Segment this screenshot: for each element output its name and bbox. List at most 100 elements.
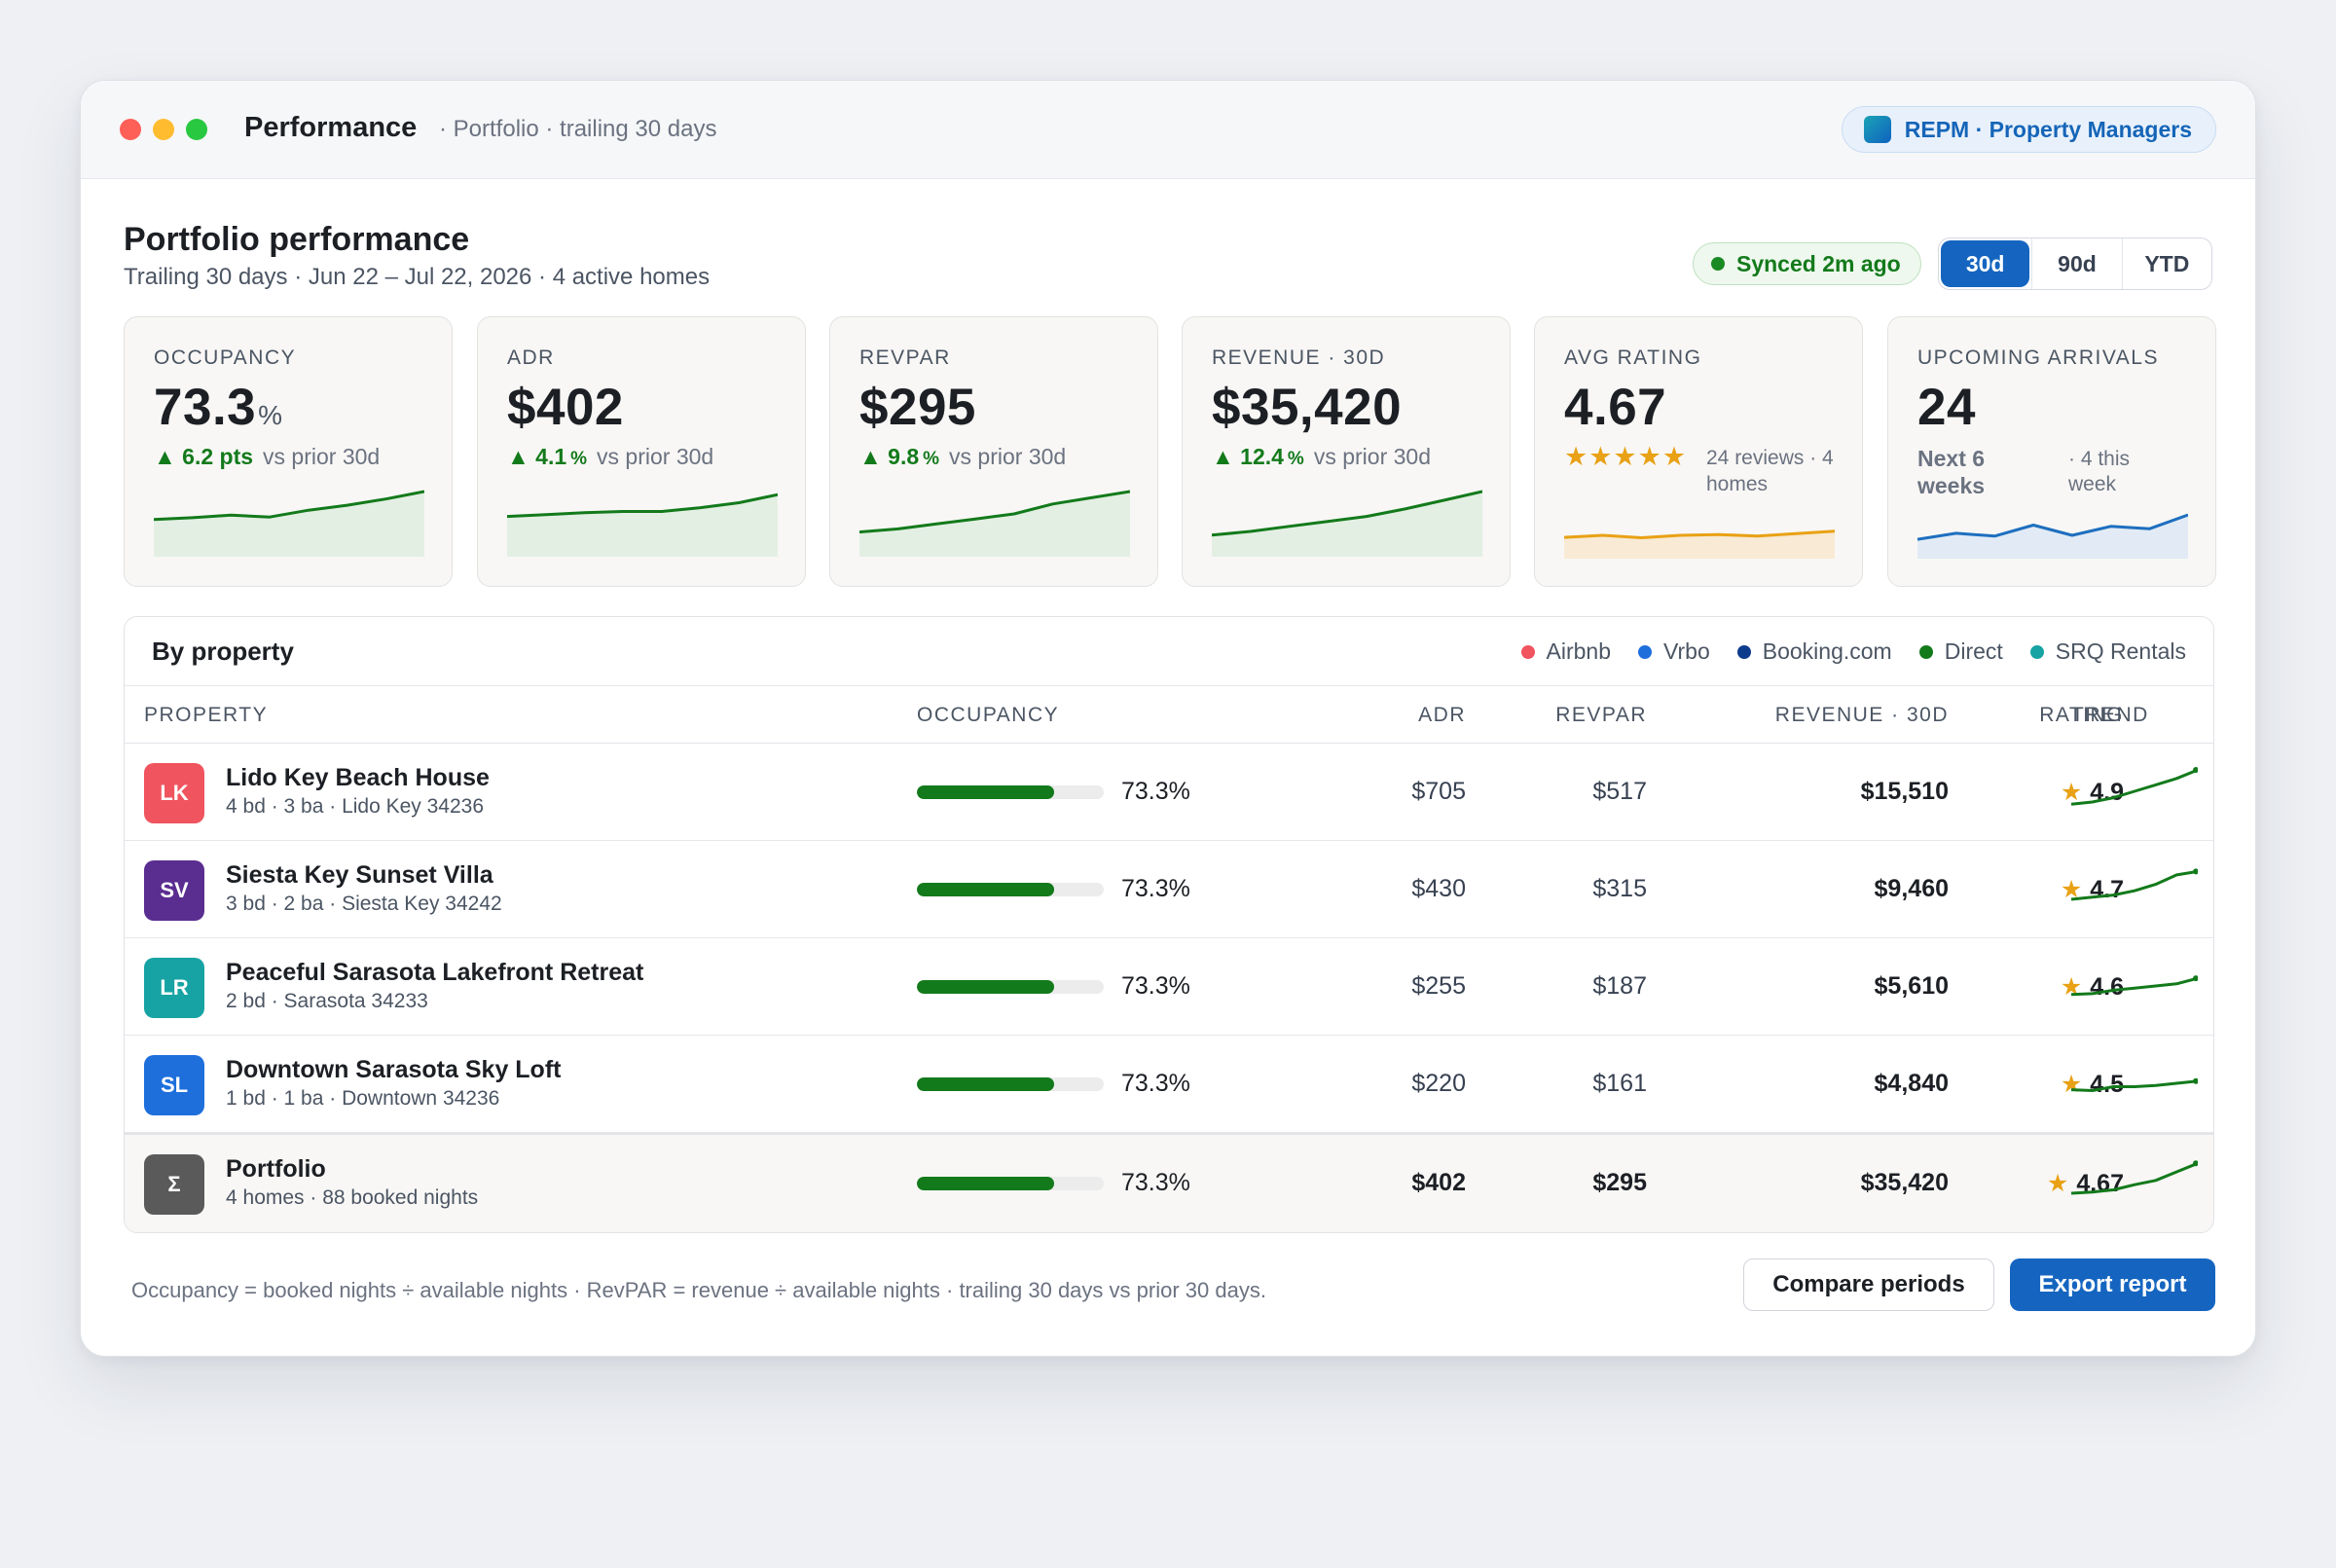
column-header-trend: TREND	[2071, 704, 2149, 726]
legend-item-booking: Booking.com	[1736, 638, 1892, 665]
sparkline-line	[1917, 513, 2188, 541]
trend-sparkline	[2071, 767, 2198, 806]
kpi-label: UPCOMING ARRIVALS	[1917, 346, 2159, 369]
kpi-delta: ▲ 6.2 pts vs prior 30d	[154, 444, 381, 469]
kpi-delta: ▲ 12.4% vs prior 30d	[1212, 444, 1431, 469]
property-avatar: LR	[144, 958, 204, 1018]
legend-item-srq: SRQ Rentals	[2029, 638, 2186, 665]
adr-value: $220	[1411, 1070, 1466, 1097]
trend-sparkline	[2071, 868, 2198, 901]
window-subtitle: · Portfolio · trailing 30 days	[439, 116, 717, 142]
property-avatar: SV	[144, 860, 204, 921]
footnote: Occupancy = booked nights ÷ available ni…	[131, 1278, 1266, 1302]
workspace-badge[interactable]: REPM · Property Managers	[1841, 106, 2216, 153]
legend-item-direct: Direct	[1918, 638, 2003, 665]
kpi-reviews-note: 24 reviews · 4 homes	[1706, 447, 1834, 495]
kpi-label: REVPAR	[859, 346, 951, 369]
property-table: By property Airbnb Vrbo Booking.com Dire…	[124, 616, 2214, 1233]
period-30d-button[interactable]: 30d	[1941, 240, 2030, 287]
kpi-card-arrivals[interactable]: UPCOMING ARRIVALS 24 Next 6 weeks · 4 th…	[1887, 316, 2216, 587]
kpi-label: ADR	[507, 346, 555, 369]
app-window: Performance · Portfolio · trailing 30 da…	[80, 80, 2256, 1357]
revpar-value: $315	[1592, 875, 1647, 902]
sparkline-line	[154, 490, 424, 522]
kpi-card-revpar[interactable]: REVPAR $295 ▲ 9.8% vs prior 30d	[829, 316, 1158, 587]
kpi-sparkline	[859, 490, 1130, 557]
property-meta: 3 bd · 2 ba · Siesta Key 34242	[226, 893, 502, 915]
sparkline-line	[2071, 1079, 2198, 1092]
sigma-icon: Σ	[144, 1154, 204, 1215]
kpi-label: AVG RATING	[1564, 346, 1702, 369]
sparkline-line	[2071, 1161, 2198, 1195]
column-header-rating[interactable]: RATING	[2039, 704, 2124, 726]
kpi-arrivals-week: · 4 this week	[2068, 448, 2131, 495]
sparkline-end-dot	[2193, 1160, 2198, 1167]
occupancy-bar	[917, 1077, 1104, 1091]
legend-item-airbnb: Airbnb	[1520, 638, 1611, 665]
table-row[interactable]: SV Siesta Key Sunset Villa 3 bd · 2 ba ·…	[125, 841, 2213, 938]
kpi-sparkline	[154, 490, 424, 557]
kpi-sparkline	[1212, 490, 1482, 557]
occupancy-value: 73.3%	[1121, 972, 1190, 1000]
star-icon: ★	[2060, 779, 2083, 806]
sync-dot-icon	[1711, 257, 1725, 271]
close-window-button[interactable]	[120, 119, 141, 140]
compare-periods-button[interactable]: Compare periods	[1743, 1258, 1994, 1311]
column-header-adr[interactable]: ADR	[1418, 704, 1466, 726]
period-90d-button[interactable]: 90d	[2031, 238, 2121, 289]
column-header-occupancy[interactable]: OCCUPANCY	[917, 704, 1060, 726]
kpi-arrivals-window: Next 6 weeks	[1917, 446, 1986, 498]
kpi-card-adr[interactable]: ADR $402 ▲ 4.1% vs prior 30d	[477, 316, 806, 587]
kpi-card-revenue[interactable]: REVENUE · 30D $35,420 ▲ 12.4% vs prior 30…	[1182, 316, 1511, 587]
sparkline-area	[1917, 515, 2188, 559]
sparkline-line	[859, 490, 1130, 534]
kpi-value: $295	[859, 379, 976, 436]
occupancy-bar	[917, 785, 1104, 799]
property-avatar: SL	[144, 1055, 204, 1115]
repm-logo-icon	[1863, 116, 1891, 143]
kpi-label: REVENUE · 30D	[1212, 346, 1386, 369]
kpi-label: OCCUPANCY	[154, 346, 297, 369]
table-row[interactable]: SL Downtown Sarasota Sky Loft 1 bd · 1 b…	[125, 1036, 2213, 1133]
export-report-button[interactable]: Export report	[2010, 1258, 2215, 1311]
period-ytd-button[interactable]: YTD	[2121, 238, 2211, 289]
maximize-window-button[interactable]	[186, 119, 207, 140]
revenue-value: $15,510	[1860, 778, 1949, 805]
column-header-property[interactable]: PROPERTY	[144, 704, 269, 726]
sparkline-area	[507, 494, 778, 557]
star-rating-icon: ★★★★★	[1564, 442, 1688, 471]
sync-status-label: Synced 2m ago	[1736, 250, 1901, 276]
property-name[interactable]: Peaceful Sarasota Lakefront Retreat	[226, 959, 644, 986]
kpi-card-rating[interactable]: AVG RATING 4.67 ★★★★★ 24 reviews · 4 hom…	[1534, 316, 1863, 587]
table-total-row: Σ Portfolio 4 homes · 88 booked nights 7…	[125, 1133, 2213, 1232]
property-meta: 1 bd · 1 ba · Downtown 34236	[226, 1087, 500, 1110]
adr-value: $430	[1411, 875, 1466, 902]
revpar-value: $161	[1592, 1070, 1647, 1097]
column-header-revenue[interactable]: REVENUE · 30D	[1774, 704, 1949, 726]
sparkline-end-dot	[2193, 868, 2198, 875]
adr-value: $705	[1411, 778, 1466, 805]
kpi-delta: ▲ 9.8% vs prior 30d	[859, 444, 1067, 469]
property-avatar: LK	[144, 763, 204, 823]
kpi-value: 73.3%	[154, 379, 283, 436]
table-row[interactable]: LK Lido Key Beach House 4 bd · 3 ba · Li…	[125, 744, 2213, 841]
table-row[interactable]: LR Peaceful Sarasota Lakefront Retreat 2…	[125, 938, 2213, 1036]
occupancy-bar	[917, 980, 1104, 994]
minimize-window-button[interactable]	[153, 119, 174, 140]
sparkline-line	[2071, 976, 2198, 997]
occupancy-value: 73.3%	[1121, 1070, 1190, 1097]
kpi-card-occupancy[interactable]: OCCUPANCY 73.3% ▲ 6.2 pts vs prior 30d	[124, 316, 453, 587]
column-header-revpar[interactable]: REVPAR	[1555, 704, 1647, 726]
legend-item-vrbo: Vrbo	[1638, 638, 1710, 665]
property-name[interactable]: Siesta Key Sunset Villa	[226, 861, 493, 889]
kpi-value: 24	[1917, 379, 1976, 436]
sparkline-area	[154, 492, 424, 557]
trend-sparkline	[2071, 1160, 2198, 1195]
property-name[interactable]: Lido Key Beach House	[226, 764, 490, 791]
portfolio-meta: 4 homes · 88 booked nights	[226, 1186, 479, 1209]
property-meta: 4 bd · 3 ba · Lido Key 34236	[226, 795, 485, 818]
page-title: Portfolio performance	[124, 221, 470, 258]
revpar-value: $517	[1592, 778, 1647, 805]
property-name[interactable]: Downtown Sarasota Sky Loft	[226, 1056, 562, 1083]
sparkline-end-dot	[2193, 975, 2198, 982]
